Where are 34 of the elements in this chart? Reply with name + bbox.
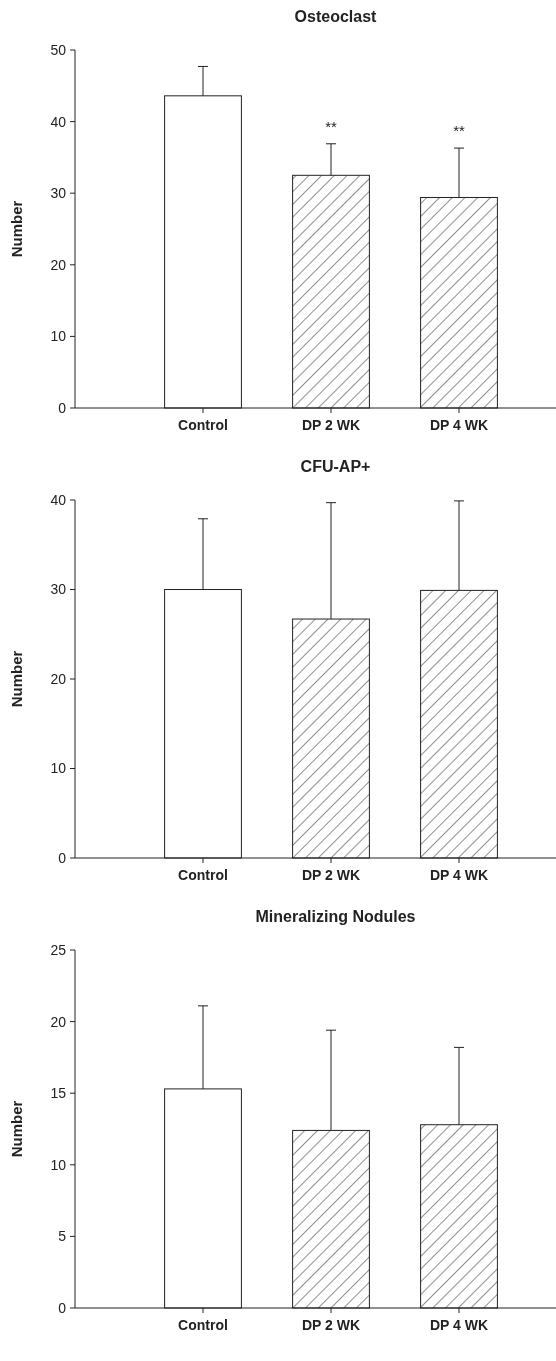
y-tick-label: 20 <box>50 256 67 273</box>
x-tick-label: DP 4 WK <box>429 417 489 433</box>
x-tick-label: Control <box>178 417 228 433</box>
y-tick-label: 25 <box>50 941 67 958</box>
x-tick-label: DP 4 WK <box>429 867 489 883</box>
y-tick-label: 5 <box>58 1228 67 1245</box>
y-tick-label: 0 <box>58 1299 67 1316</box>
y-tick-label: 50 <box>50 41 67 58</box>
y-tick-label: 30 <box>50 581 67 598</box>
y-tick-label: 30 <box>50 185 67 202</box>
x-tick-label: DP 2 WK <box>301 417 361 433</box>
x-tick-label: DP 4 WK <box>429 1317 489 1333</box>
y-tick-label: 10 <box>50 1156 67 1173</box>
y-tick-label: 40 <box>50 113 67 130</box>
annotation: ** <box>453 122 465 140</box>
y-tick-label: 40 <box>50 491 67 508</box>
x-tick-label: DP 2 WK <box>301 867 361 883</box>
chart-title: CFU-AP+ <box>300 458 371 475</box>
x-tick-label: Control <box>178 867 228 883</box>
annotation: ** <box>325 117 337 135</box>
x-tick-label: Control <box>178 1317 228 1333</box>
y-tick-label: 15 <box>50 1085 67 1102</box>
y-tick-label: 10 <box>50 328 67 345</box>
chart-title: Mineralizing Nodules <box>255 908 416 925</box>
y-tick-label: 20 <box>50 670 67 687</box>
chart-title: Osteoclast <box>294 8 378 25</box>
y-axis-title: Number <box>8 1100 25 1158</box>
y-tick-label: 0 <box>58 399 67 416</box>
y-tick-label: 0 <box>58 849 67 866</box>
y-axis-title: Number <box>8 650 25 708</box>
y-tick-label: 20 <box>50 1013 67 1030</box>
y-tick-label: 10 <box>50 760 67 777</box>
y-axis-title: Number <box>8 200 25 258</box>
x-tick-label: DP 2 WK <box>301 1317 361 1333</box>
